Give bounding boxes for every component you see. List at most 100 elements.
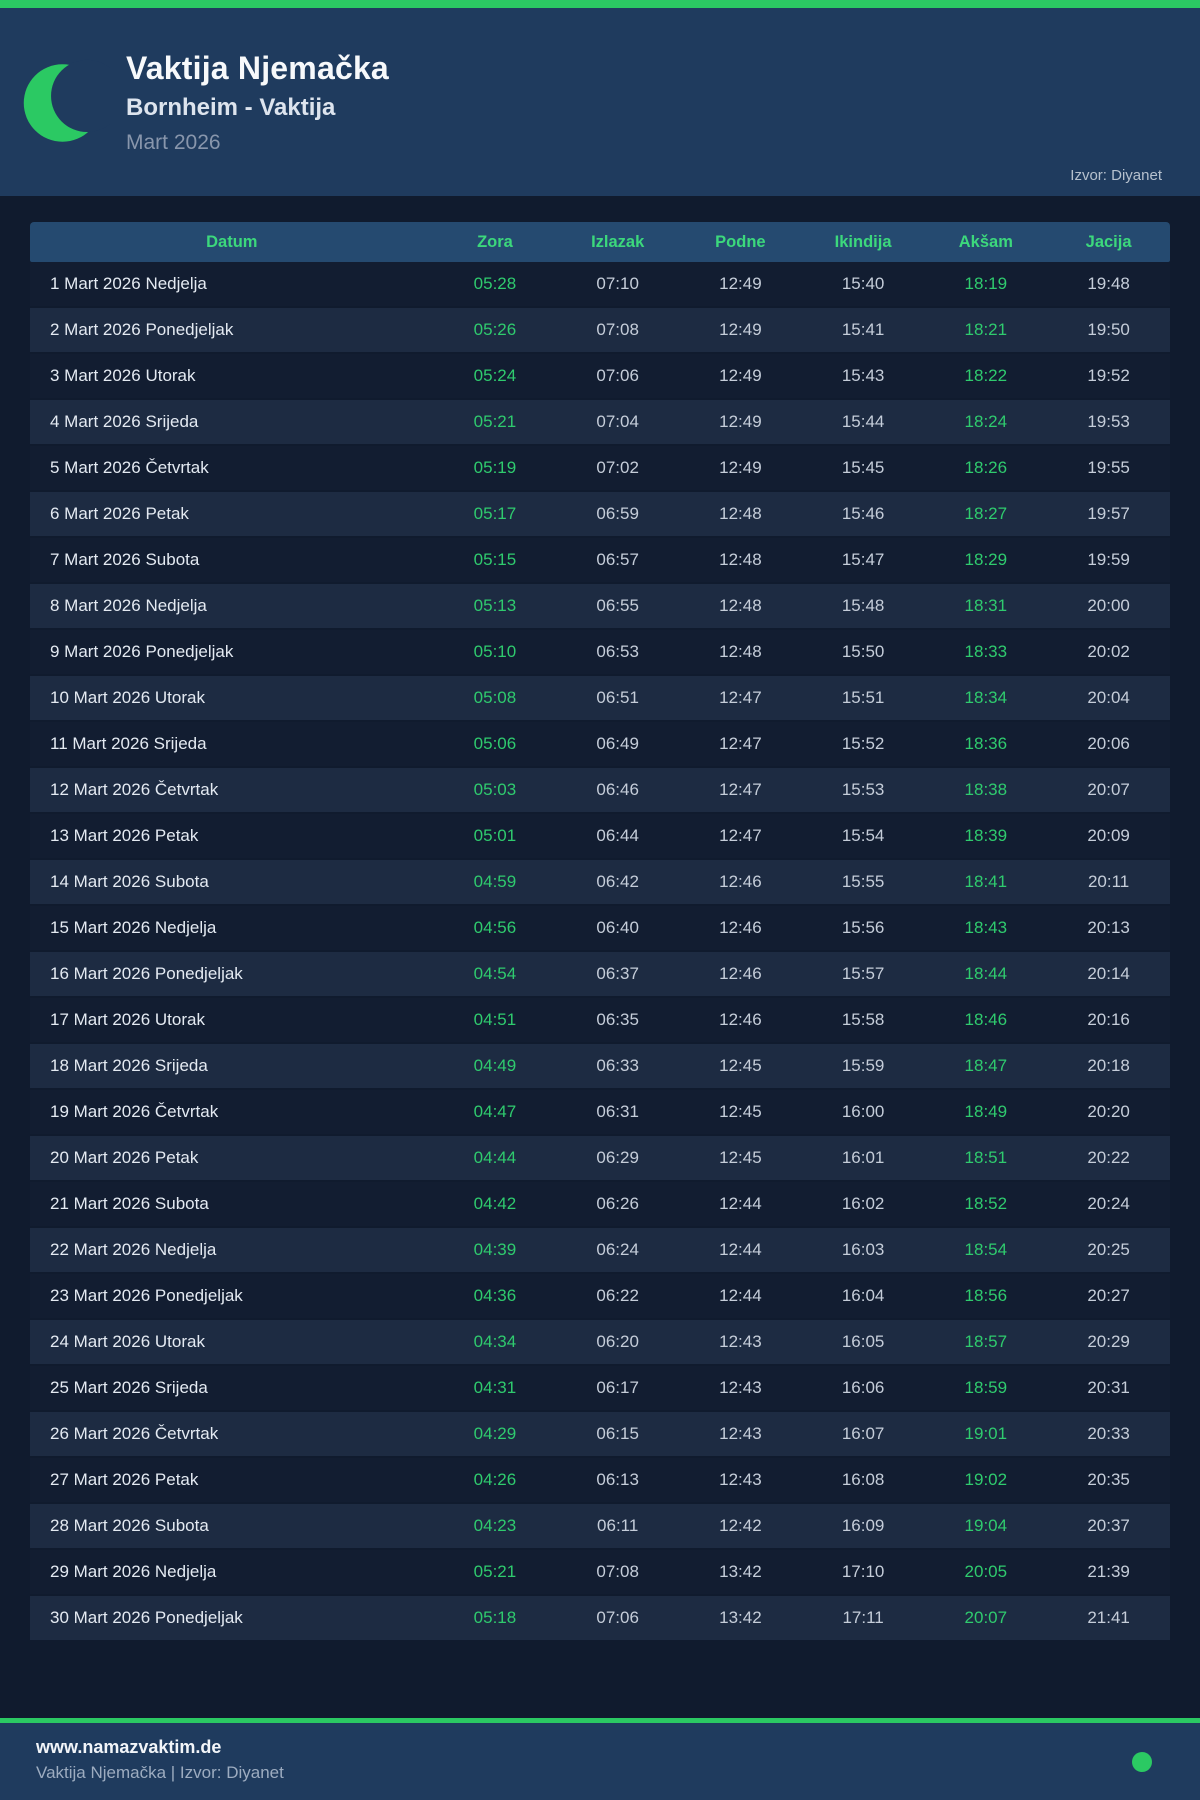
ikindija-time-cell: 16:03 — [801, 1228, 925, 1274]
zora-time-cell: 04:23 — [433, 1504, 557, 1550]
izlazak-time-cell: 06:33 — [556, 1044, 680, 1090]
jacija-time-cell: 20:09 — [1047, 814, 1170, 860]
ikindija-time-cell: 16:07 — [801, 1412, 925, 1458]
date-cell: 28 Mart 2026 Subota — [30, 1504, 434, 1550]
aksam-time-cell: 18:49 — [924, 1090, 1048, 1136]
page-title: Vaktija Njemačka — [126, 50, 389, 87]
zora-time-cell: 04:51 — [433, 998, 557, 1044]
podne-time-cell: 12:49 — [679, 354, 802, 400]
table-row: 24 Mart 2026 Utorak 04:34 06:20 12:43 16:05 1… — [30, 1320, 1170, 1366]
izlazak-time-cell: 06:17 — [556, 1366, 680, 1412]
jacija-time-cell: 19:59 — [1047, 538, 1170, 584]
podne-time-cell: 12:45 — [679, 1090, 802, 1136]
date-cell: 6 Mart 2026 Petak — [30, 492, 434, 538]
aksam-time-cell: 19:02 — [924, 1458, 1048, 1504]
date-cell: 18 Mart 2026 Srijeda — [30, 1044, 434, 1090]
jacija-time-cell: 20:27 — [1047, 1274, 1170, 1320]
zora-time-cell: 04:44 — [433, 1136, 557, 1182]
izlazak-time-cell: 06:24 — [556, 1228, 680, 1274]
date-cell: 5 Mart 2026 Četvrtak — [30, 446, 434, 492]
izlazak-time-cell: 07:08 — [556, 308, 680, 354]
ikindija-time-cell: 17:11 — [801, 1596, 925, 1642]
table-row: 22 Mart 2026 Nedjelja 04:39 06:24 12:44 16:0… — [30, 1228, 1170, 1274]
date-cell: 3 Mart 2026 Utorak — [30, 354, 434, 400]
jacija-time-cell: 20:35 — [1047, 1458, 1170, 1504]
ikindija-time-cell: 15:52 — [801, 722, 925, 768]
date-cell: 12 Mart 2026 Četvrtak — [30, 768, 434, 814]
column-header-datum: Datum — [30, 222, 434, 262]
jacija-time-cell: 20:24 — [1047, 1182, 1170, 1228]
city-subtitle: Bornheim - Vaktija — [126, 94, 336, 122]
zora-time-cell: 04:56 — [433, 906, 557, 952]
page-footer: www.namazvaktim.de Vaktija Njemačka | Iz… — [0, 1723, 1200, 1800]
zora-time-cell: 05:17 — [433, 492, 557, 538]
zora-time-cell: 04:26 — [433, 1458, 557, 1504]
podne-time-cell: 13:42 — [679, 1550, 802, 1596]
izlazak-time-cell: 06:42 — [556, 860, 680, 906]
date-cell: 16 Mart 2026 Ponedjeljak — [30, 952, 434, 998]
table-row: 23 Mart 2026 Ponedjeljak 04:36 06:22 12:44 1… — [30, 1274, 1170, 1320]
ikindija-time-cell: 16:04 — [801, 1274, 925, 1320]
zora-time-cell: 05:08 — [433, 676, 557, 722]
izlazak-time-cell: 06:57 — [556, 538, 680, 584]
table-row: 3 Mart 2026 Utorak 05:24 07:06 12:49 15:43 18… — [30, 354, 1170, 400]
table-row: 14 Mart 2026 Subota 04:59 06:42 12:46 15:55 1… — [30, 860, 1170, 906]
aksam-time-cell: 19:01 — [924, 1412, 1048, 1458]
date-cell: 20 Mart 2026 Petak — [30, 1136, 434, 1182]
ikindija-time-cell: 17:10 — [801, 1550, 925, 1596]
jacija-time-cell: 20:00 — [1047, 584, 1170, 630]
zora-time-cell: 04:49 — [433, 1044, 557, 1090]
green-dot-icon — [1132, 1751, 1152, 1772]
zora-time-cell: 05:19 — [433, 446, 557, 492]
table-row: 6 Mart 2026 Petak 05:17 06:59 12:48 15:46 18:… — [30, 492, 1170, 538]
ikindija-time-cell: 15:41 — [801, 308, 925, 354]
podne-time-cell: 12:44 — [679, 1228, 802, 1274]
aksam-time-cell: 18:43 — [924, 906, 1048, 952]
podne-time-cell: 12:47 — [679, 676, 802, 722]
zora-time-cell: 04:42 — [433, 1182, 557, 1228]
aksam-time-cell: 18:29 — [924, 538, 1048, 584]
aksam-time-cell: 18:54 — [924, 1228, 1048, 1274]
podne-time-cell: 12:47 — [679, 722, 802, 768]
jacija-time-cell: 19:57 — [1047, 492, 1170, 538]
izlazak-time-cell: 06:46 — [556, 768, 680, 814]
aksam-time-cell: 18:38 — [924, 768, 1048, 814]
date-cell: 10 Mart 2026 Utorak — [30, 676, 434, 722]
jacija-time-cell: 20:20 — [1047, 1090, 1170, 1136]
podne-time-cell: 12:49 — [679, 262, 802, 308]
aksam-time-cell: 18:39 — [924, 814, 1048, 860]
table-row: 7 Mart 2026 Subota 05:15 06:57 12:48 15:47 18… — [30, 538, 1170, 584]
column-header-podne: Podne — [679, 222, 802, 262]
top-accent-bar — [0, 0, 1200, 8]
izlazak-time-cell: 06:55 — [556, 584, 680, 630]
date-cell: 21 Mart 2026 Subota — [30, 1182, 434, 1228]
website-link[interactable]: www.namazvaktim.de — [36, 1737, 222, 1757]
table-row: 2 Mart 2026 Ponedjeljak 05:26 07:08 12:49 15… — [30, 308, 1170, 354]
jacija-time-cell: 20:14 — [1047, 952, 1170, 998]
source-label: Izvor: Diyanet — [1070, 167, 1162, 184]
aksam-time-cell: 18:19 — [924, 262, 1048, 308]
date-cell: 23 Mart 2026 Ponedjeljak — [30, 1274, 434, 1320]
zora-time-cell: 04:34 — [433, 1320, 557, 1366]
date-cell: 2 Mart 2026 Ponedjeljak — [30, 308, 434, 354]
aksam-time-cell: 18:21 — [924, 308, 1048, 354]
podne-time-cell: 12:47 — [679, 814, 802, 860]
izlazak-time-cell: 06:11 — [556, 1504, 680, 1550]
aksam-time-cell: 19:04 — [924, 1504, 1048, 1550]
table-row: 13 Mart 2026 Petak 05:01 06:44 12:47 15:54 18… — [30, 814, 1170, 860]
ikindija-time-cell: 16:09 — [801, 1504, 925, 1550]
izlazak-time-cell: 06:31 — [556, 1090, 680, 1136]
jacija-time-cell: 20:31 — [1047, 1366, 1170, 1412]
column-header-zora: Zora — [433, 222, 557, 262]
ikindija-time-cell: 16:05 — [801, 1320, 925, 1366]
ikindija-time-cell: 15:50 — [801, 630, 925, 676]
zora-time-cell: 05:01 — [433, 814, 557, 860]
podne-time-cell: 12:45 — [679, 1044, 802, 1090]
date-cell: 8 Mart 2026 Nedjelja — [30, 584, 434, 630]
ikindija-time-cell: 15:57 — [801, 952, 925, 998]
izlazak-time-cell: 06:22 — [556, 1274, 680, 1320]
podne-time-cell: 12:42 — [679, 1504, 802, 1550]
zora-time-cell: 04:36 — [433, 1274, 557, 1320]
ikindija-time-cell: 15:47 — [801, 538, 925, 584]
izlazak-time-cell: 07:04 — [556, 400, 680, 446]
